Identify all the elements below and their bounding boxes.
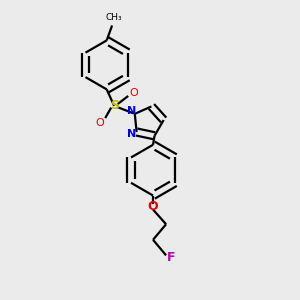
Text: O: O <box>95 118 104 128</box>
Text: O: O <box>129 88 138 98</box>
Text: O: O <box>148 200 158 213</box>
Text: F: F <box>167 251 176 264</box>
Text: N: N <box>127 106 136 116</box>
Text: S: S <box>110 99 119 112</box>
Text: CH₃: CH₃ <box>105 13 122 22</box>
Text: N: N <box>127 128 136 139</box>
